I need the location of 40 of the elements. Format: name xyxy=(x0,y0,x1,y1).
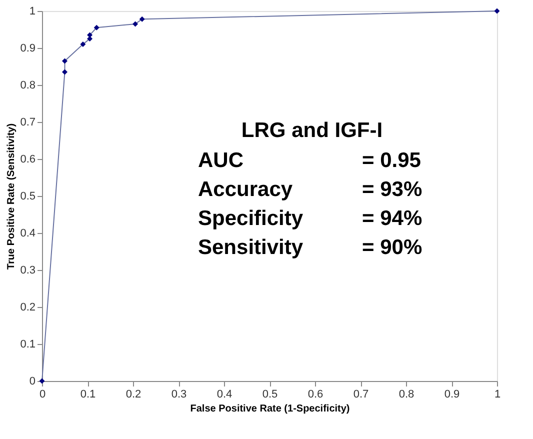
y-tick-label: 0.3 xyxy=(20,264,36,276)
x-axis-title: False Positive Rate (1-Specificity) xyxy=(190,404,350,414)
annotation: Accuracy xyxy=(198,178,293,201)
point xyxy=(80,42,86,48)
y-tick-label: 0.6 xyxy=(20,154,36,166)
x-tick-label: 0.2 xyxy=(126,388,142,400)
annotation: = 94% xyxy=(362,207,422,230)
y-tick-label: 0.4 xyxy=(20,228,36,240)
x-tick-label: 0 xyxy=(39,388,46,400)
y-tick-label: 0.8 xyxy=(20,80,36,92)
y-tick-label: 1 xyxy=(29,6,36,18)
annotation: = 90% xyxy=(362,236,422,259)
annotation: LRG and IGF-I xyxy=(241,119,383,142)
y-tick-label: 0.7 xyxy=(20,116,36,128)
annotation: AUC xyxy=(198,149,244,172)
x-tick-label: 0.5 xyxy=(262,388,278,400)
y-tick-label: 0.1 xyxy=(20,338,36,350)
x-tick-label: 0.9 xyxy=(444,388,460,400)
annotation: Specificity xyxy=(198,207,304,230)
point xyxy=(132,21,138,27)
x-tick-label: 0.7 xyxy=(353,388,369,400)
point xyxy=(139,16,145,22)
x-tick-label: 1 xyxy=(494,388,501,400)
x-tick-label: 0.3 xyxy=(171,388,187,400)
point xyxy=(62,58,68,64)
point xyxy=(494,8,500,14)
annotation: Sensitivity xyxy=(198,236,304,259)
y-tick-label: 0.5 xyxy=(20,190,36,202)
y-tick-label: 0 xyxy=(29,376,36,388)
annotation: = 93% xyxy=(362,178,422,201)
point xyxy=(94,24,100,30)
point xyxy=(62,69,68,75)
x-tick-label: 0.4 xyxy=(216,388,232,400)
x-tick-label: 0.1 xyxy=(80,388,96,400)
y-tick-label: 0.9 xyxy=(20,42,36,54)
y-tick-label: 0.2 xyxy=(20,302,36,314)
x-tick-label: 0.8 xyxy=(398,388,414,400)
x-tick-label: 0.6 xyxy=(308,388,324,400)
y-axis-title: True Positive Rate (Sensitivity) xyxy=(6,123,18,270)
annotation: = 0.95 xyxy=(362,149,422,172)
